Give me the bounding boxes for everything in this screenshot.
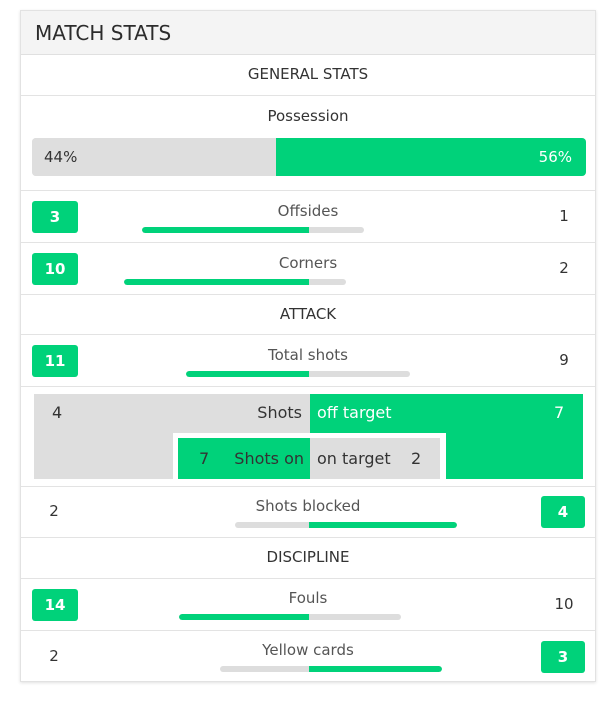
section-title-attack: ATTACK bbox=[279, 305, 337, 323]
total-shots-away-value: 9 bbox=[559, 351, 569, 369]
corners-away-value: 2 bbox=[559, 259, 569, 277]
shots-on-target-away-area bbox=[310, 438, 440, 479]
shots-off-target-home-value: 4 bbox=[52, 403, 63, 422]
possession-bar: 44% 56% bbox=[32, 138, 586, 176]
divider bbox=[21, 242, 595, 243]
shots-blocked-label: Shots blocked bbox=[255, 497, 361, 515]
divider bbox=[21, 537, 595, 538]
shots-off-target-label-left: Shots bbox=[257, 403, 302, 422]
offsides-bar bbox=[142, 227, 364, 233]
shots-on-target-label-left: Shots on bbox=[234, 449, 304, 468]
corners-bar-fill bbox=[124, 279, 309, 285]
divider bbox=[21, 630, 595, 631]
divider bbox=[21, 386, 595, 387]
total-shots-home-badge: 11 bbox=[32, 345, 78, 377]
shots-blocked-away-badge: 4 bbox=[541, 496, 585, 528]
possession-label: Possession bbox=[267, 107, 349, 125]
total-shots-label: Total shots bbox=[268, 346, 348, 364]
offsides-label: Offsides bbox=[277, 202, 339, 220]
shots-on-target-home-area bbox=[178, 438, 310, 479]
yellow-cards-away-badge: 3 bbox=[541, 641, 585, 673]
possession-home-value: 44% bbox=[32, 138, 276, 176]
shots-on-target-label-right: on target bbox=[317, 449, 391, 468]
offsides-home-badge: 3 bbox=[32, 201, 78, 233]
shots-blocked-bar-fill bbox=[309, 522, 457, 528]
offsides-bar-fill bbox=[142, 227, 309, 233]
match-stats-card: MATCH STATS GENERAL STATS Possession 44%… bbox=[20, 10, 596, 682]
yellow-cards-bar bbox=[220, 666, 442, 672]
fouls-label: Fouls bbox=[288, 589, 328, 607]
divider bbox=[21, 486, 595, 487]
shots-blocked-home-value: 2 bbox=[49, 502, 59, 520]
corners-bar bbox=[124, 279, 346, 285]
divider bbox=[21, 294, 595, 295]
total-shots-bar-fill bbox=[186, 371, 309, 377]
yellow-cards-home-value: 2 bbox=[49, 647, 59, 665]
shots-blocked-bar bbox=[235, 522, 457, 528]
shots-on-target-home-value: 7 bbox=[199, 449, 210, 468]
divider bbox=[21, 334, 595, 335]
fouls-away-value: 10 bbox=[554, 595, 574, 613]
corners-label: Corners bbox=[278, 254, 338, 272]
shots-breakdown: 4 Shots off target 7 7 Shots on on targe… bbox=[34, 394, 583, 479]
fouls-bar-fill bbox=[179, 614, 309, 620]
fouls-bar bbox=[179, 614, 401, 620]
shots-off-target-away-value: 7 bbox=[554, 403, 565, 422]
possession-away-value: 56% bbox=[276, 138, 586, 176]
divider bbox=[21, 190, 595, 191]
yellow-cards-bar-fill bbox=[309, 666, 442, 672]
divider bbox=[21, 578, 595, 579]
corners-home-badge: 10 bbox=[32, 253, 78, 285]
offsides-away-value: 1 bbox=[559, 207, 569, 225]
fouls-home-badge: 14 bbox=[32, 589, 78, 621]
yellow-cards-label: Yellow cards bbox=[262, 641, 354, 659]
card-title: MATCH STATS bbox=[21, 11, 595, 55]
section-title-general: GENERAL STATS bbox=[247, 65, 369, 83]
section-title-discipline: DISCIPLINE bbox=[266, 548, 350, 566]
shots-on-target-away-value: 2 bbox=[411, 449, 422, 468]
shots-off-target-label-right: off target bbox=[317, 403, 392, 422]
total-shots-bar bbox=[186, 371, 410, 377]
divider bbox=[21, 95, 595, 96]
